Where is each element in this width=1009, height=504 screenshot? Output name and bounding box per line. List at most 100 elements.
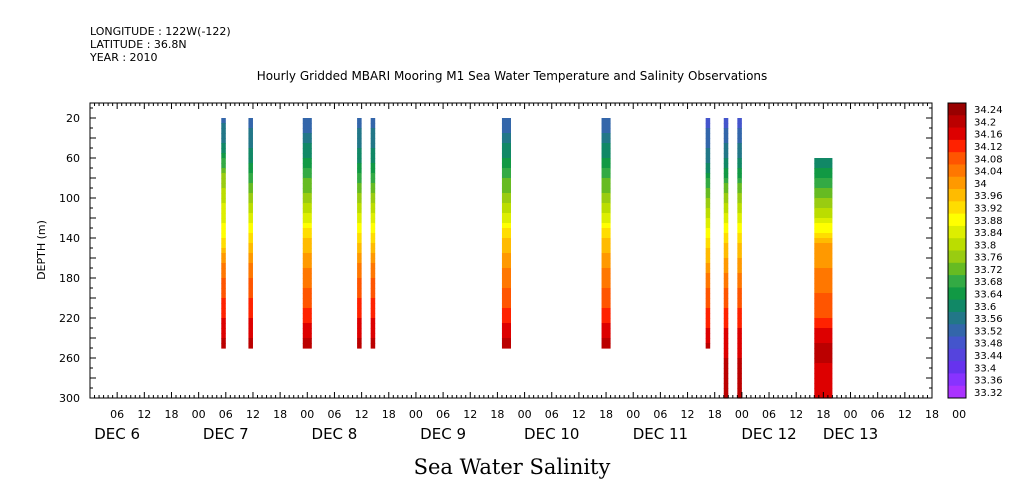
salinity-cell — [501, 208, 511, 214]
salinity-cell — [737, 218, 742, 224]
salinity-cell — [737, 383, 742, 389]
salinity-cell — [601, 243, 611, 249]
salinity-cell — [705, 313, 711, 319]
salinity-cell — [370, 158, 376, 164]
salinity-cell — [601, 133, 611, 139]
salinity-cell — [601, 248, 611, 254]
salinity-cell — [705, 173, 711, 179]
colorbar-label: 33.84 — [974, 228, 1003, 239]
x-tick-label: 06 — [110, 408, 124, 421]
salinity-cell — [370, 193, 376, 199]
salinity-cell — [814, 358, 833, 364]
salinity-cell — [357, 318, 362, 324]
salinity-cell — [814, 318, 833, 324]
salinity-cell — [221, 193, 226, 199]
salinity-cell — [737, 248, 742, 254]
salinity-cell — [737, 148, 742, 154]
salinity-cell — [723, 353, 729, 359]
colorbar-label: 33.88 — [974, 216, 1003, 227]
salinity-cell — [370, 168, 376, 174]
salinity-cell — [737, 238, 742, 244]
salinity-cell — [814, 278, 833, 284]
salinity-cell — [705, 143, 711, 149]
salinity-cell — [814, 223, 833, 229]
salinity-cell — [370, 263, 376, 269]
colorbar-swatch — [948, 324, 966, 337]
salinity-cell — [302, 143, 312, 149]
colorbar-label: 33.56 — [974, 314, 1003, 325]
salinity-cell — [501, 173, 511, 179]
longitude-label: LONGITUDE : 122W(-122) — [90, 25, 231, 38]
salinity-cell — [705, 133, 711, 139]
salinity-cell — [221, 233, 226, 239]
salinity-cell — [221, 123, 226, 129]
salinity-cell — [723, 308, 729, 314]
x-tick-label: 00 — [518, 408, 532, 421]
salinity-cell — [737, 388, 742, 394]
colorbar-swatch — [948, 299, 966, 313]
salinity-cell — [723, 193, 729, 199]
salinity-cell — [302, 338, 312, 344]
salinity-cell — [221, 343, 226, 349]
salinity-cell — [370, 123, 376, 129]
salinity-cell — [705, 208, 711, 214]
salinity-cell — [248, 308, 253, 314]
salinity-cell — [357, 263, 362, 269]
salinity-cell — [601, 328, 611, 334]
salinity-cell — [601, 233, 611, 239]
salinity-cell — [302, 168, 312, 174]
salinity-cell — [601, 138, 611, 144]
salinity-cell — [501, 238, 511, 244]
x-tick-label: 00 — [300, 408, 314, 421]
colorbar-swatch — [948, 275, 966, 288]
salinity-cell — [370, 133, 376, 139]
salinity-cell — [814, 253, 833, 259]
salinity-cell — [601, 218, 611, 224]
salinity-cell — [601, 253, 611, 259]
salinity-cell — [302, 328, 312, 334]
x-day-label: DEC 7 — [203, 425, 249, 443]
salinity-cell — [723, 318, 729, 324]
salinity-cell — [501, 178, 511, 184]
salinity-cell — [737, 228, 742, 234]
salinity-cell — [501, 133, 511, 139]
salinity-cell — [501, 188, 511, 194]
salinity-cell — [357, 213, 362, 219]
salinity-cell — [737, 273, 742, 279]
salinity-cell — [370, 228, 376, 234]
salinity-cell — [737, 168, 742, 174]
salinity-cell — [248, 223, 253, 229]
salinity-cell — [248, 143, 253, 149]
salinity-cell — [814, 203, 833, 209]
salinity-cell — [814, 273, 833, 279]
salinity-cell — [221, 288, 226, 294]
salinity-cell — [370, 333, 376, 339]
salinity-cell — [601, 153, 611, 159]
salinity-cell — [357, 153, 362, 159]
salinity-cell — [501, 258, 511, 264]
salinity-cell — [814, 228, 833, 234]
salinity-cell — [737, 338, 742, 344]
salinity-cell — [737, 198, 742, 204]
salinity-cell — [221, 143, 226, 149]
colorbar-swatch — [948, 115, 966, 128]
salinity-cell — [737, 263, 742, 269]
salinity-cell — [302, 248, 312, 254]
salinity-cell — [221, 188, 226, 194]
salinity-cell — [357, 123, 362, 129]
salinity-cell — [814, 363, 833, 369]
salinity-cell — [221, 198, 226, 204]
salinity-cell — [248, 323, 253, 329]
salinity-cell — [814, 258, 833, 264]
colorbar-label: 34.2 — [974, 117, 996, 128]
salinity-cell — [737, 203, 742, 209]
salinity-cell — [723, 213, 729, 219]
salinity-cell — [302, 223, 312, 229]
x-axis: 06 12 18 00 06 12 18 00 06 12 18 00 06 12 18 00 06 12 18 00… — [89, 103, 966, 443]
x-tick-label: 18 — [599, 408, 613, 421]
salinity-cell — [601, 203, 611, 209]
salinity-cell — [221, 313, 226, 319]
salinity-cell — [814, 163, 833, 169]
salinity-cell — [705, 228, 711, 234]
salinity-cell — [370, 143, 376, 149]
